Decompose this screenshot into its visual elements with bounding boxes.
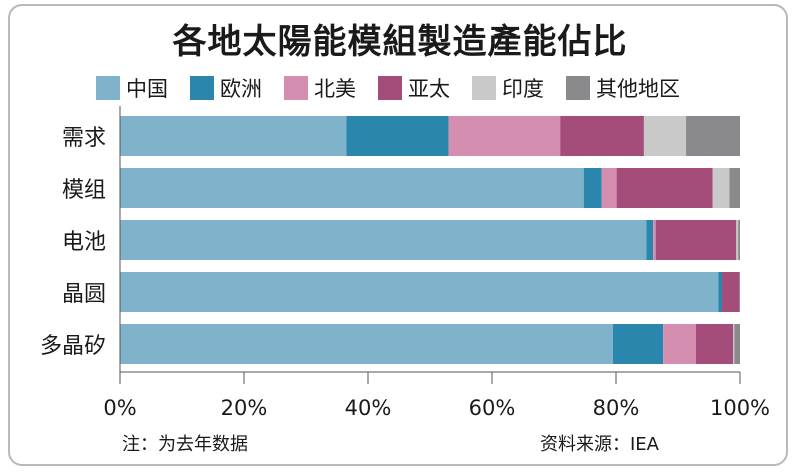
bar-segment-2-0 — [120, 220, 647, 260]
bar-segment-0-4 — [643, 116, 687, 156]
legend-item-other: 其他地区 — [566, 73, 680, 103]
legend-swatch-china — [96, 76, 120, 100]
bar-segment-4-1 — [612, 324, 664, 364]
legend-label-europe: 欧洲 — [220, 77, 262, 101]
bar-segment-1-0 — [120, 168, 584, 208]
bar-segment-0-0 — [120, 116, 347, 156]
legend-swatch-india — [472, 76, 496, 100]
category-label-wafer: 晶圆 — [61, 282, 106, 307]
x-tick-100: 100% — [709, 396, 771, 420]
bar-segment-4-3 — [695, 324, 734, 364]
bar-segment-3-5 — [739, 272, 740, 312]
x-tick-20: 20% — [220, 396, 268, 420]
category-label-polysilicon: 多晶矽 — [39, 334, 106, 359]
legend: 中国 欧洲 北美 亚太 印度 其他地区 — [96, 74, 702, 102]
category-label-demand: 需求 — [61, 126, 106, 151]
bar-segment-3-3 — [722, 272, 740, 312]
category-label-module: 模组 — [61, 178, 106, 203]
source-credit: 资料来源：IEA — [540, 434, 659, 455]
legend-label-china: 中国 — [126, 77, 168, 101]
legend-label-asia-pacific: 亚太 — [408, 77, 450, 101]
x-tick-0: 0% — [103, 396, 137, 420]
bar-segment-2-1 — [646, 220, 654, 260]
bar-segment-1-2 — [601, 168, 617, 208]
bar-segment-0-2 — [448, 116, 561, 156]
legend-item-china: 中国 — [96, 73, 168, 103]
bar-segment-3-1 — [718, 272, 723, 312]
bar-segment-4-5 — [734, 324, 740, 364]
bar-segment-2-4 — [736, 220, 739, 260]
legend-label-north-america: 北美 — [314, 77, 356, 101]
legend-swatch-asia-pacific — [378, 76, 402, 100]
legend-label-india: 印度 — [502, 77, 544, 101]
footnote: 注：为去年数据 — [122, 434, 248, 455]
bar-segment-4-2 — [663, 324, 696, 364]
bar-segment-1-5 — [729, 168, 740, 208]
x-tick-80: 80% — [592, 396, 640, 420]
legend-swatch-other — [566, 76, 590, 100]
bar-segment-4-4 — [733, 324, 735, 364]
bar-segment-2-2 — [653, 220, 656, 260]
bar-segment-0-5 — [686, 116, 740, 156]
legend-swatch-europe — [190, 76, 214, 100]
x-tick-40: 40% — [344, 396, 392, 420]
bar-segment-4-0 — [120, 324, 613, 364]
bar-segment-2-5 — [738, 220, 740, 260]
bar-segment-2-3 — [655, 220, 737, 260]
bar-segment-3-0 — [120, 272, 719, 312]
x-tick-60: 60% — [468, 396, 516, 420]
bar-segment-0-3 — [560, 116, 644, 156]
bar-segment-0-1 — [346, 116, 449, 156]
legend-item-india: 印度 — [472, 73, 544, 103]
legend-item-europe: 欧洲 — [190, 73, 262, 103]
legend-label-other: 其他地区 — [596, 77, 680, 101]
category-label-cell: 电池 — [61, 230, 106, 255]
bar-segment-1-4 — [712, 168, 730, 208]
bar-segment-1-1 — [583, 168, 602, 208]
legend-item-asia-pacific: 亚太 — [378, 73, 450, 103]
bar-segment-1-3 — [616, 168, 713, 208]
legend-item-north-america: 北美 — [284, 73, 356, 103]
chart-title: 各地太陽能模組製造產能佔比 — [172, 22, 628, 62]
legend-swatch-north-america — [284, 76, 308, 100]
